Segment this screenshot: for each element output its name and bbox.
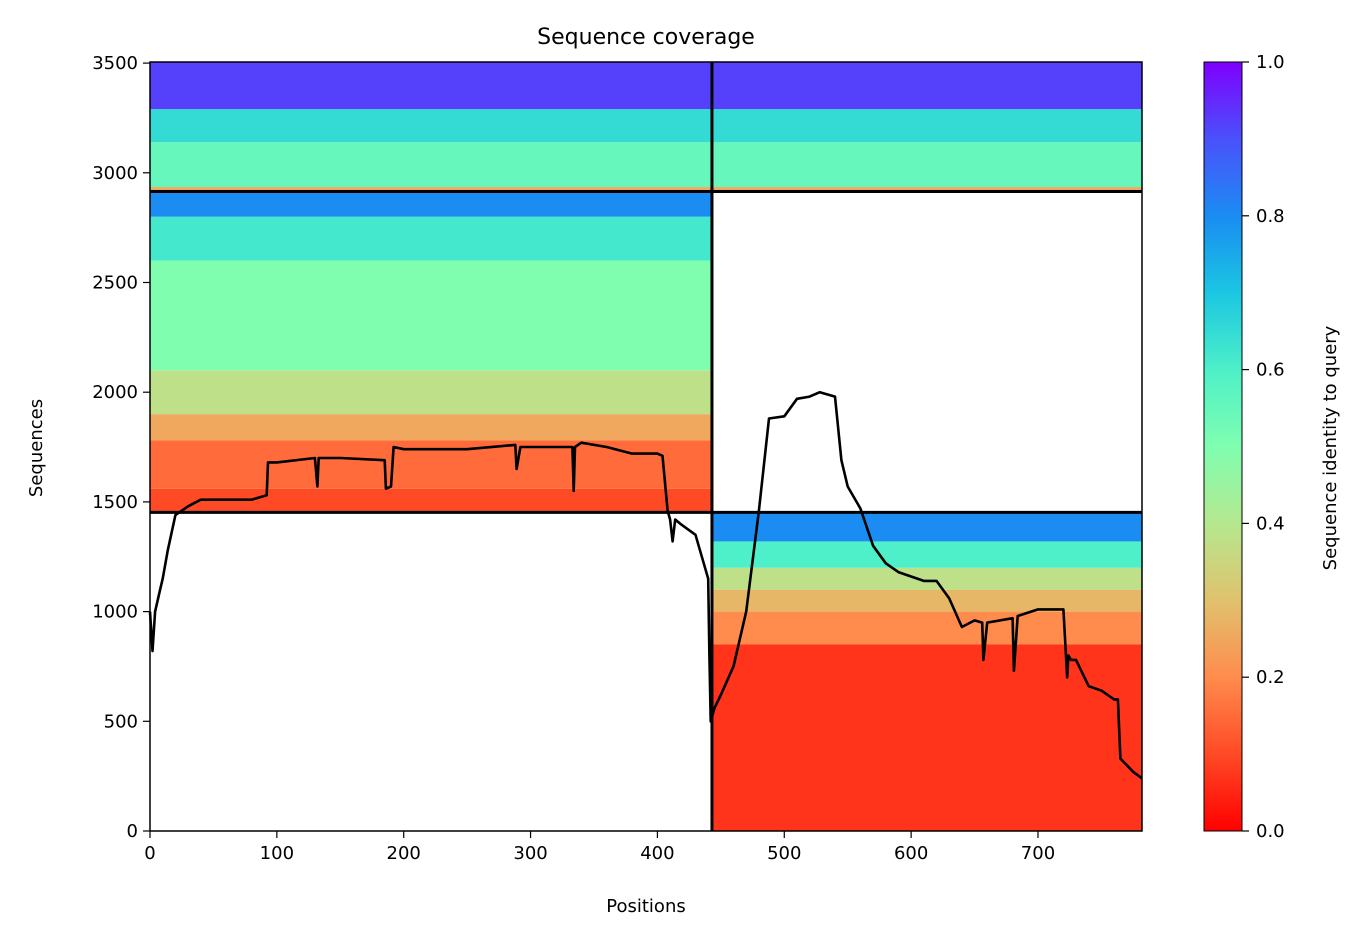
heatmap-block-1-band-0 <box>711 187 1142 192</box>
y-tick-label-500: 500 <box>104 711 138 732</box>
heatmap-block-2-band-0 <box>150 488 712 513</box>
heatmap-block-2-band-6 <box>150 191 712 217</box>
heatmap-block-2-band-1 <box>150 440 712 489</box>
y-tick-label-1500: 1500 <box>92 492 138 513</box>
x-tick-label-400: 400 <box>640 843 674 864</box>
y-axis-label: Sequences <box>26 399 47 497</box>
chart-title: Sequence coverage <box>537 25 755 50</box>
x-tick-label-100: 100 <box>260 843 294 864</box>
y-tick-label-1000: 1000 <box>92 602 138 623</box>
heatmap-block-2-band-3 <box>150 370 712 415</box>
y-tick-label-2500: 2500 <box>92 272 138 293</box>
y-tick-label-3000: 3000 <box>92 163 138 184</box>
heatmap-block-0-band-2 <box>150 109 712 143</box>
heatmap-block-2-band-5 <box>150 216 712 261</box>
y-axis: 0 500 1000 1500 2000 2500 3000 3500 <box>92 53 150 842</box>
colorbar: 0.0 0.2 0.4 0.6 0.8 1.0 Sequence identity to … <box>1203 52 1341 842</box>
y-tick-label-2000: 2000 <box>92 382 138 403</box>
heatmap-block-3-band-5 <box>711 512 1142 542</box>
plot-frame <box>149 61 1143 832</box>
block-boundaries <box>150 62 1142 831</box>
colorbar-tick-label-0.8: 0.8 <box>1256 206 1285 227</box>
heatmap-block-3-band-0 <box>711 644 1142 831</box>
x-axis: 0 100 200 300 400 500 600 700 <box>144 831 1055 864</box>
x-tick-label-200: 200 <box>387 843 421 864</box>
coverage-line <box>148 390 1143 780</box>
heatmap-block-3-band-3 <box>711 567 1142 590</box>
heatmap-block-1-band-1 <box>711 142 1142 188</box>
heatmap-block-0-band-1 <box>150 142 712 188</box>
colorbar-tick-label-0.0: 0.0 <box>1256 821 1285 842</box>
colorbar-tick-label-0.4: 0.4 <box>1256 513 1285 534</box>
colorbar-tick-label-1.0: 1.0 <box>1256 52 1285 73</box>
colorbar-tick-label-0.2: 0.2 <box>1256 667 1285 688</box>
x-tick-label-700: 700 <box>1021 843 1055 864</box>
x-tick-label-500: 500 <box>767 843 801 864</box>
heatmap-block-0-band-0 <box>150 187 712 192</box>
coverage-heatmap <box>150 62 1142 831</box>
x-axis-label: Positions <box>606 896 685 917</box>
heatmap-block-2-band-4 <box>150 260 712 371</box>
heatmap-block-1-band-3 <box>711 62 1142 110</box>
x-tick-label-0: 0 <box>144 843 155 864</box>
heatmap-block-3-band-2 <box>711 589 1142 612</box>
x-tick-label-600: 600 <box>894 843 928 864</box>
colorbar-label: Sequence identity to query <box>1320 325 1341 570</box>
heatmap-block-1-band-2 <box>711 109 1142 143</box>
colorbar-tick-label-0.6: 0.6 <box>1256 360 1285 381</box>
coverage-line-group <box>148 390 1143 780</box>
heatmap-block-3-band-4 <box>711 541 1142 568</box>
x-tick-label-300: 300 <box>513 843 547 864</box>
heatmap-block-3-band-1 <box>711 611 1142 645</box>
heatmap-block-2-band-2 <box>150 414 712 441</box>
heatmap-block-0-band-3 <box>150 62 712 110</box>
y-tick-label-0: 0 <box>127 821 138 842</box>
colorbar-ticks: 0.0 0.2 0.4 0.6 0.8 1.0 <box>1242 52 1285 842</box>
y-tick-label-3500: 3500 <box>92 53 138 74</box>
colorbar-gradient <box>1203 61 1243 832</box>
